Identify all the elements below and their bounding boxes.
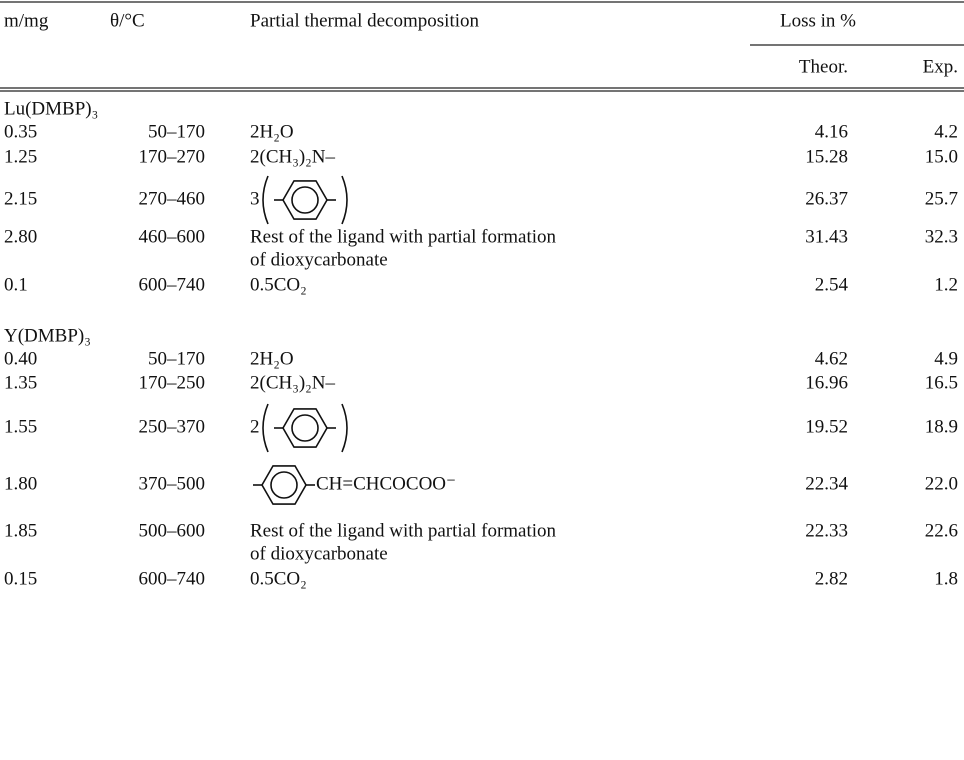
cell-decomposition: 0.5CO₂	[250, 274, 307, 295]
cell-theor: 2.54	[815, 274, 849, 295]
header-temp: θ/°C	[110, 10, 145, 31]
cell-mass: 0.1	[4, 274, 28, 295]
cell-theor: 4.62	[815, 348, 848, 369]
header-mass: m/mg	[4, 10, 49, 31]
cell-theor: 2.82	[815, 568, 848, 589]
coefficient: 2	[250, 416, 260, 437]
cell-theor: 22.33	[805, 520, 848, 541]
cell-theor: 4.16	[815, 121, 848, 142]
cell-temp: 170–250	[139, 372, 206, 393]
cell-mass: 0.35	[4, 121, 37, 142]
cell-exp: 18.9	[925, 416, 958, 437]
benzene-ring-circle	[291, 414, 319, 442]
cell-mass: 0.40	[4, 348, 37, 369]
paren	[262, 403, 269, 453]
paren	[262, 175, 269, 225]
cell-exp: 1.8	[934, 568, 958, 589]
coefficient: 3	[250, 188, 260, 209]
cell-decomposition: Rest of the ligand with partial formatio…	[250, 226, 557, 247]
cell-temp: 600–740	[139, 568, 206, 589]
group-name: Lu(DMBP)₃	[4, 98, 98, 119]
cell-decomposition: 2H₂O	[250, 121, 294, 142]
cell-decomposition: 2(CH₃)₂N–	[250, 146, 336, 167]
cell-exp: 32.3	[925, 226, 958, 247]
cell-temp: 370–500	[139, 473, 206, 494]
group-name: Y(DMBP)₃	[4, 325, 91, 346]
cell-theor: 22.34	[805, 473, 848, 494]
cell-theor: 16.96	[805, 372, 848, 393]
cell-decomposition: Rest of the ligand with partial formatio…	[250, 520, 557, 541]
cell-mass: 1.80	[4, 473, 37, 494]
cell-theor: 15.28	[805, 146, 848, 167]
cell-temp: 460–600	[139, 226, 206, 247]
cell-mass: 1.85	[4, 520, 37, 541]
cell-temp: 50–170	[148, 348, 205, 369]
benzene-ring-circle	[291, 186, 319, 214]
cell-exp: 22.6	[925, 520, 958, 541]
cell-mass: 1.55	[4, 416, 37, 437]
substituent: CH=CHCOCOO⁻	[316, 473, 456, 494]
cell-temp: 270–460	[139, 188, 206, 209]
cell-temp: 50–170	[148, 121, 205, 142]
header-loss: Loss in %	[780, 10, 856, 31]
cell-temp: 600–740	[139, 274, 206, 295]
cell-theor: 31.43	[805, 226, 848, 247]
cell-mass: 2.15	[4, 188, 37, 209]
cell-temp: 500–600	[139, 520, 206, 541]
cell-decomposition: 2H₂O	[250, 348, 294, 369]
cell-decomposition: 2(CH₃)₂N–	[250, 372, 336, 393]
cell-exp: 1.2	[934, 274, 958, 295]
paren	[341, 175, 348, 225]
cell-mass: 0.15	[4, 568, 37, 589]
cell-exp: 25.7	[925, 188, 958, 209]
benzene-ring-circle	[270, 471, 298, 499]
cell-decomposition: 0.5CO₂	[250, 568, 307, 589]
cell-decomposition: of dioxycarbonate	[250, 249, 388, 270]
cell-exp: 4.2	[934, 121, 958, 142]
cell-decomposition: of dioxycarbonate	[250, 543, 388, 564]
header-exp: Exp.	[923, 56, 958, 77]
cell-theor: 26.37	[805, 188, 848, 209]
cell-mass: 1.35	[4, 372, 37, 393]
cell-theor: 19.52	[805, 416, 848, 437]
cell-temp: 250–370	[139, 416, 206, 437]
cell-exp: 22.0	[925, 473, 958, 494]
cell-mass: 2.80	[4, 226, 37, 247]
paren	[341, 403, 348, 453]
header-decomposition: Partial thermal decomposition	[250, 10, 480, 31]
cell-temp: 170–270	[139, 146, 206, 167]
cell-exp: 4.9	[934, 348, 958, 369]
cell-exp: 15.0	[925, 146, 958, 167]
header-theor: Theor.	[799, 56, 848, 77]
cell-mass: 1.25	[4, 146, 37, 167]
cell-exp: 16.5	[925, 372, 958, 393]
